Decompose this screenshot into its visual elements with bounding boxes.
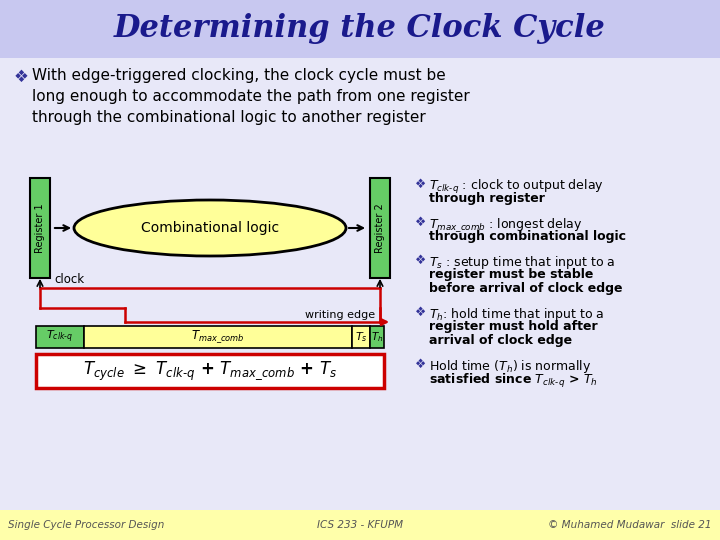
Text: $T_s$: $T_s$ xyxy=(355,330,367,344)
Text: $T_{clk\text{-}q}$ : clock to output delay: $T_{clk\text{-}q}$ : clock to output del… xyxy=(429,178,604,196)
Text: $T_h$: hold time that input to a: $T_h$: hold time that input to a xyxy=(429,306,605,323)
Text: satisfied since $T_{clk\text{-}q}$ > $T_h$: satisfied since $T_{clk\text{-}q}$ > $T_… xyxy=(429,372,598,390)
Text: Hold time ($T_h$) is normally: Hold time ($T_h$) is normally xyxy=(429,358,591,375)
Text: ❖: ❖ xyxy=(415,358,426,371)
Bar xyxy=(0,0,720,58)
Bar xyxy=(84,326,352,348)
Bar xyxy=(30,178,50,278)
Text: writing edge: writing edge xyxy=(305,310,375,320)
Text: ❖: ❖ xyxy=(415,178,426,191)
Bar xyxy=(36,354,384,388)
Text: arrival of clock edge: arrival of clock edge xyxy=(429,334,572,347)
Text: © Muhamed Mudawar  slide 21: © Muhamed Mudawar slide 21 xyxy=(549,520,712,530)
Text: ❖: ❖ xyxy=(14,68,29,86)
Bar xyxy=(0,510,720,540)
Text: $T_{max\_comb}$: $T_{max\_comb}$ xyxy=(192,329,245,346)
Text: ❖: ❖ xyxy=(415,306,426,319)
Bar xyxy=(370,178,390,278)
Text: ❖: ❖ xyxy=(415,254,426,267)
Text: clock: clock xyxy=(54,273,84,286)
Text: ICS 233 - KFUPM: ICS 233 - KFUPM xyxy=(317,520,403,530)
Text: through combinational logic: through combinational logic xyxy=(429,230,626,243)
Text: With edge-triggered clocking, the clock cycle must be
long enough to accommodate: With edge-triggered clocking, the clock … xyxy=(32,68,469,125)
Text: before arrival of clock edge: before arrival of clock edge xyxy=(429,282,623,295)
Text: register must hold after: register must hold after xyxy=(429,320,598,333)
Text: Single Cycle Processor Design: Single Cycle Processor Design xyxy=(8,520,164,530)
Text: $T_{cycle}$ $\geq$ $T_{clk\text{-}q}$ + $T_{max\_comb}$ + $T_s$: $T_{cycle}$ $\geq$ $T_{clk\text{-}q}$ + … xyxy=(83,360,337,382)
Text: ❖: ❖ xyxy=(415,216,426,229)
Text: Register 2: Register 2 xyxy=(375,203,385,253)
Text: Register 1: Register 1 xyxy=(35,203,45,253)
Text: Combinational logic: Combinational logic xyxy=(141,221,279,235)
Text: $T_{max\_comb}$ : longest delay: $T_{max\_comb}$ : longest delay xyxy=(429,216,582,234)
Text: $T_{clk\text{-}q}$: $T_{clk\text{-}q}$ xyxy=(46,329,73,345)
Text: $T_h$: $T_h$ xyxy=(371,330,383,344)
Text: Determining the Clock Cycle: Determining the Clock Cycle xyxy=(114,14,606,44)
Bar xyxy=(352,326,370,348)
Ellipse shape xyxy=(74,200,346,256)
Text: register must be stable: register must be stable xyxy=(429,268,593,281)
Bar xyxy=(370,326,384,348)
Bar xyxy=(36,326,84,348)
Text: through register: through register xyxy=(429,192,545,205)
Text: $T_s$ : setup time that input to a: $T_s$ : setup time that input to a xyxy=(429,254,616,271)
